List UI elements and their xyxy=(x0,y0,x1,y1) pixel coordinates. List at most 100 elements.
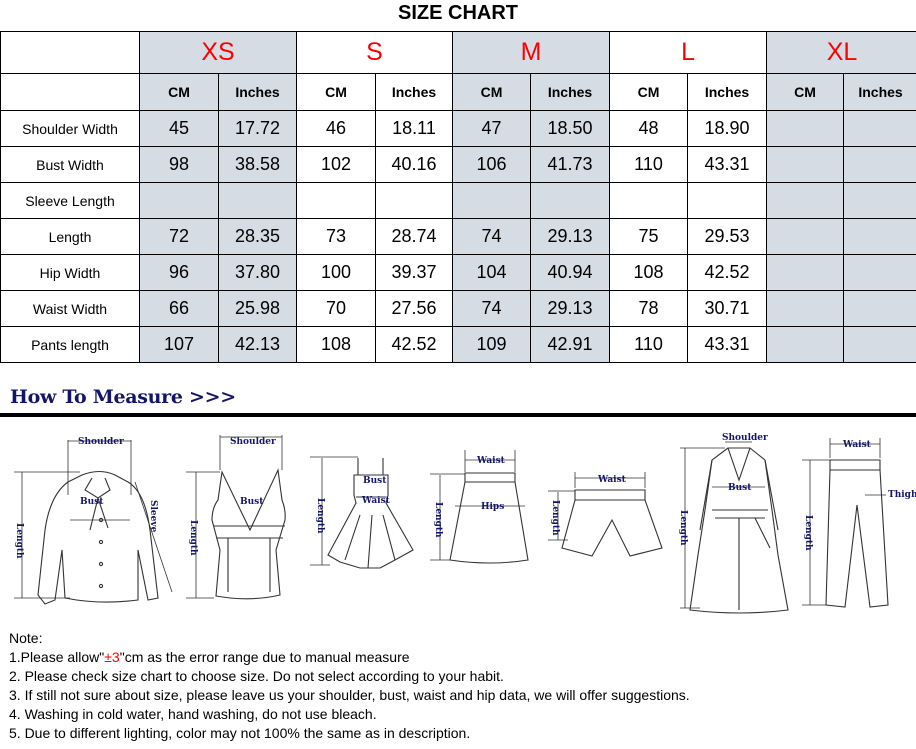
label-length: Length xyxy=(433,502,443,538)
table-cell xyxy=(217,182,298,219)
table-cell xyxy=(296,182,377,219)
note-3: 3. If still not sure about size, please … xyxy=(9,687,690,703)
table-row: Shoulder Width 45 17.72 46 18.11 47 18.50 48 18.… xyxy=(0,110,916,147)
divider xyxy=(0,413,916,417)
label-length: Length xyxy=(188,520,198,556)
table-cell xyxy=(452,182,532,219)
measurement-illustrations: Shoulder Bust Sleeve Length Shoulder Bus… xyxy=(14,433,916,614)
label-waist: Waist xyxy=(597,475,627,485)
table-cell: 27.56 xyxy=(375,290,454,327)
notes-heading: Note: xyxy=(9,630,43,646)
table-cell xyxy=(766,326,845,363)
dress-illustration: Bust Waist Length xyxy=(310,456,414,569)
label-bust: Bust xyxy=(240,497,264,507)
table-cell: 28.35 xyxy=(217,218,298,255)
table-cell: 25.98 xyxy=(217,290,298,327)
unit-header-inches: Inches xyxy=(530,73,611,111)
table-cell: 110 xyxy=(609,326,689,363)
table-cell: 39.37 xyxy=(375,254,454,291)
table-cell xyxy=(766,218,845,255)
label-sleeve: Sleeve xyxy=(148,500,158,533)
table-row: Bust Width 98 38.58 102 40.16 106 41.73 110 43.3… xyxy=(0,146,916,183)
table-cell xyxy=(766,110,845,147)
empty-cell xyxy=(0,31,140,74)
table-cell: 28.74 xyxy=(375,218,454,255)
table-cell: 109 xyxy=(452,326,532,363)
unit-header-cm: CM xyxy=(609,73,689,111)
table-cell: 38.58 xyxy=(217,146,298,183)
label-waist: Waist xyxy=(476,456,506,466)
label-thigh: Thigh xyxy=(888,490,916,500)
table-cell: 74 xyxy=(452,290,532,327)
table-cell xyxy=(139,182,219,219)
table-cell: 73 xyxy=(296,218,377,255)
row-label: Shoulder Width xyxy=(0,110,140,147)
how-to-measure-heading: How To Measure >>> xyxy=(10,386,236,408)
table-cell: 106 xyxy=(452,146,532,183)
label-length: Length xyxy=(803,515,813,551)
table-cell: 74 xyxy=(452,218,532,255)
table-cell: 47 xyxy=(452,110,532,147)
empty-cell xyxy=(0,73,140,111)
table-row: Sleeve Length xyxy=(0,182,916,219)
size-header-row: XS S M L XL xyxy=(0,31,916,74)
shorts-illustration: Waist Length xyxy=(548,472,663,557)
table-cell xyxy=(530,182,611,219)
table-cell xyxy=(766,182,845,219)
label-waist: Waist xyxy=(842,440,872,450)
table-cell: 66 xyxy=(139,290,219,327)
size-header-l: L xyxy=(609,31,768,74)
table-cell: 30.71 xyxy=(687,290,768,327)
table-cell xyxy=(375,182,454,219)
table-cell xyxy=(843,254,916,291)
table-cell: 41.73 xyxy=(530,146,611,183)
table-cell: 100 xyxy=(296,254,377,291)
note-4: 4. Washing in cold water, hand washing, … xyxy=(9,706,377,722)
row-label: Sleeve Length xyxy=(0,182,140,219)
unit-header-cm: CM xyxy=(296,73,377,111)
table-row: Pants length 107 42.13 108 42.52 109 42.91 110 4… xyxy=(0,326,916,363)
label-shoulder: Shoulder xyxy=(230,437,276,447)
table-cell: 78 xyxy=(609,290,689,327)
table-cell: 29.13 xyxy=(530,290,611,327)
row-label: Waist Width xyxy=(0,290,140,327)
table-cell: 96 xyxy=(139,254,219,291)
pants-illustration: Waist Thigh Length xyxy=(802,438,916,608)
unit-header-row: CM Inches CM Inches CM Inches CM Inches CM Inches xyxy=(0,73,916,111)
table-cell: 18.11 xyxy=(375,110,454,147)
label-length: Length xyxy=(678,510,688,546)
label-waist: Waist xyxy=(361,496,391,506)
label-shoulder: Shoulder xyxy=(78,437,124,447)
note-1-text-end: "cm as the error range due to manual mea… xyxy=(119,649,410,665)
table-cell: 108 xyxy=(296,326,377,363)
note-1-tolerance: ±3 xyxy=(104,649,120,665)
table-cell: 42.91 xyxy=(530,326,611,363)
table-cell: 98 xyxy=(139,146,219,183)
table-cell: 42.13 xyxy=(217,326,298,363)
table-cell xyxy=(843,146,916,183)
table-cell: 42.52 xyxy=(375,326,454,363)
table-row: Length 72 28.35 73 28.74 74 29.13 75 29.53 xyxy=(0,218,916,255)
table-cell: 18.50 xyxy=(530,110,611,147)
label-length: Length xyxy=(550,500,560,536)
table-cell: 46 xyxy=(296,110,377,147)
unit-header-inches: Inches xyxy=(687,73,768,111)
table-cell: 17.72 xyxy=(217,110,298,147)
label-shoulder: Shoulder xyxy=(722,433,768,443)
table-cell: 43.31 xyxy=(687,146,768,183)
label-length: Length xyxy=(315,498,325,534)
note-1-text: 1.Please allow" xyxy=(9,649,105,665)
page-title: SIZE CHART xyxy=(398,2,518,24)
table-cell: 75 xyxy=(609,218,689,255)
row-label: Hip Width xyxy=(0,254,140,291)
note-2: 2. Please check size chart to choose siz… xyxy=(9,668,504,684)
size-header-s: S xyxy=(296,31,454,74)
table-cell: 48 xyxy=(609,110,689,147)
note-5: 5. Due to different lighting, color may … xyxy=(9,725,471,741)
coat-illustration: Shoulder Bust Length xyxy=(678,433,789,614)
notes: Note: 1.Please allow"±3"cm as the error … xyxy=(9,629,690,743)
row-label: Pants length xyxy=(0,326,140,363)
unit-header-inches: Inches xyxy=(843,73,916,111)
table-cell: 102 xyxy=(296,146,377,183)
